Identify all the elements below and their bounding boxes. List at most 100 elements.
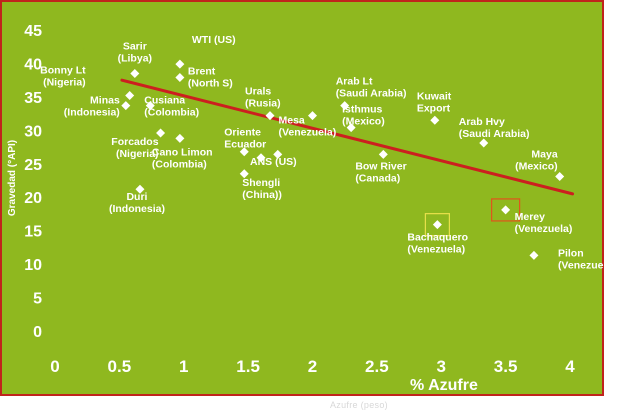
point-label: Kuwait Export <box>417 90 452 114</box>
point-label: Minas (Indonesia) <box>64 95 120 119</box>
point-label: Forcados (Nigeria) <box>111 136 158 160</box>
point-label: Brent (North S) <box>188 65 233 89</box>
data-point <box>378 149 388 159</box>
data-point <box>529 250 539 260</box>
point-label: Urals (Rusia) <box>245 86 281 110</box>
point-label-line: Merey <box>515 211 546 223</box>
x-tick-label: 4 <box>565 357 575 376</box>
data-point <box>479 138 489 148</box>
x-tick-label: 1.5 <box>236 357 260 376</box>
point-label-line: Duri <box>126 191 147 203</box>
point-label-line: (Nigeria) <box>43 77 86 89</box>
x-axis-label: % Azufre <box>410 377 478 394</box>
point-label: Bow River (Canada) <box>355 160 406 184</box>
point-label-line: Bachaquero <box>407 232 468 244</box>
data-point <box>130 68 140 78</box>
data-point <box>346 123 356 133</box>
point-label-line: Ecuador <box>224 139 266 151</box>
data-point <box>501 205 511 215</box>
point-label: Duri (Indonesia) <box>109 191 165 215</box>
point-label: ANS (US) <box>250 156 297 168</box>
point-label-line: ANS (US) <box>250 156 297 168</box>
point-label: Isthmus (Mexico) <box>342 104 385 128</box>
data-point <box>239 169 249 179</box>
y-tick-label: 30 <box>24 123 42 140</box>
point-label: Maya (Mexico) <box>515 148 558 172</box>
x-tick-label: 2.5 <box>365 357 389 376</box>
data-point <box>145 101 155 111</box>
point-label-line: Maya <box>531 148 557 160</box>
y-tick-label: 0 <box>33 324 42 341</box>
below-caption: Azufre (peso) <box>330 400 388 410</box>
data-point <box>308 111 317 121</box>
y-tick-label: 25 <box>24 157 42 174</box>
point-label: Bonny Lt (Nigeria) <box>40 65 86 89</box>
data-point <box>135 184 145 194</box>
x-tick-label: 1 <box>179 357 188 376</box>
x-tick-label: 0 <box>50 357 59 376</box>
point-label: Arab Lt (Saudi Arabia) <box>336 76 407 100</box>
point-label-line: Arab Hvy <box>459 116 505 128</box>
point-label-line: Sarir <box>123 40 147 52</box>
y-tick-label: 20 <box>24 190 42 207</box>
data-point <box>175 59 185 69</box>
highlight-box <box>491 198 521 222</box>
y-tick-label: 35 <box>24 90 42 107</box>
point-label-line: Mesa <box>279 115 305 127</box>
point-label-line: Kuwait <box>417 90 452 102</box>
point-label-line: (Nigeria) <box>116 148 159 160</box>
y-tick-label: 15 <box>24 224 42 241</box>
y-tick-label: 5 <box>33 291 42 308</box>
point-label-line: Arab Lt <box>336 76 373 88</box>
point-label-line: (Venezuela) <box>515 223 573 235</box>
point-label-line: (Venezuela) <box>279 127 337 139</box>
chart-frame <box>0 0 604 396</box>
point-label-line: Oriente <box>224 127 261 139</box>
point-label-line: (Colombia) <box>152 158 207 170</box>
point-label-line: Bow River <box>355 160 406 172</box>
data-point <box>340 101 350 111</box>
point-label-line: (Rusia) <box>245 98 281 110</box>
point-label: Oriente Ecuador <box>224 127 266 151</box>
x-tick-label: 3.5 <box>494 357 518 376</box>
data-point <box>175 72 185 82</box>
trend-line <box>120 78 575 196</box>
point-label: Sarir (Libya) <box>118 40 152 64</box>
x-tick-label: 2 <box>308 357 317 376</box>
point-label-line: (Venezuela) <box>407 244 465 256</box>
point-label-line: Cano Limon <box>152 146 213 158</box>
point-label-line: Bonny Lt <box>40 65 86 77</box>
point-label-line: Minas <box>90 95 120 107</box>
y-tick-label: 40 <box>24 56 42 73</box>
point-label-line: (Indonesia) <box>109 203 165 215</box>
data-point <box>432 220 442 230</box>
point-label-line: Export <box>417 102 451 114</box>
point-label-line: (Mexico) <box>342 116 385 128</box>
point-label: Merey (Venezuela) <box>515 211 573 235</box>
y-tick-label: 45 <box>24 23 42 40</box>
data-point <box>121 101 131 111</box>
point-label-line: (Libya) <box>118 52 152 64</box>
point-label-line: WTI (US) <box>192 34 236 46</box>
point-label: Shengli (China)) <box>242 177 282 201</box>
point-label-line: Urals <box>245 86 271 98</box>
point-label: Mesa (Venezuela) <box>279 115 337 139</box>
point-label-line: Brent <box>188 65 216 77</box>
point-label-line: Shengli <box>242 177 280 189</box>
x-tick-label: 0.5 <box>108 357 132 376</box>
point-label-line: Isthmus <box>342 104 382 116</box>
point-label-line: (Indonesia) <box>64 107 120 119</box>
point-label-line: (Venezuela) <box>558 259 616 271</box>
point-label-line: (Saudi Arabia) <box>459 128 530 140</box>
x-axis-ticks: 0 0.5 1 1.5 2 2.5 3 3.5 4 <box>50 357 575 376</box>
point-label: Cano Limon (Colombia) <box>152 146 213 170</box>
highlight-boxes <box>424 198 521 237</box>
point-label: Bachaquero (Venezuela) <box>407 232 468 256</box>
y-axis-label: Gravedad (°API) <box>7 140 18 216</box>
point-label-line: (Mexico) <box>515 160 558 172</box>
data-point <box>273 149 283 159</box>
point-label: Cusiana (Colombia) <box>144 95 199 119</box>
point-label-line: Cusiana <box>144 95 185 107</box>
data-point <box>125 91 135 101</box>
highlight-box <box>424 213 450 237</box>
